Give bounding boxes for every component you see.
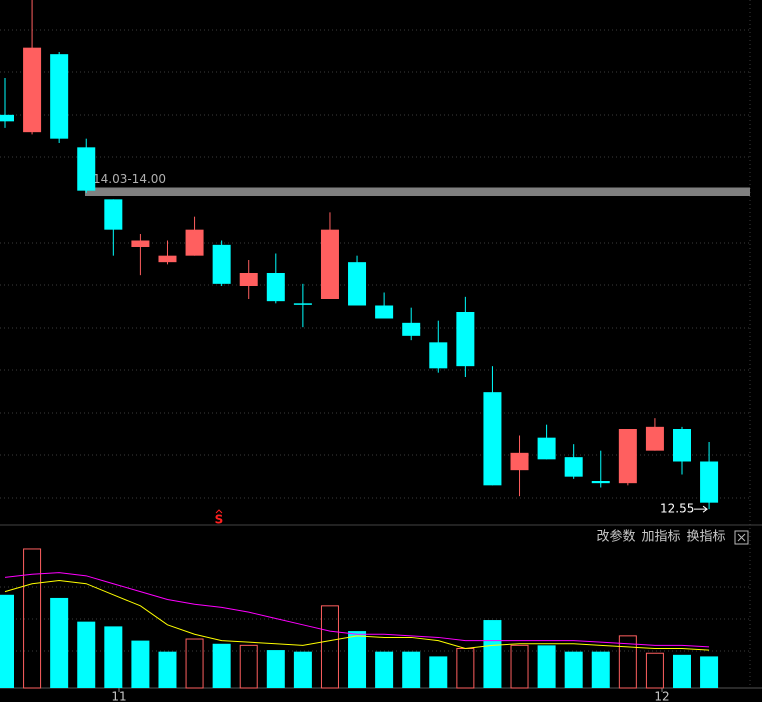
candle-body (77, 147, 96, 191)
x-tick-label: 11 (111, 690, 126, 702)
candle-body (591, 481, 610, 484)
volume-bar (50, 597, 69, 688)
candle-body (348, 262, 367, 306)
candle-body (104, 199, 123, 230)
volume-bar (23, 548, 42, 689)
volume-bar (618, 635, 637, 689)
volume-bar (564, 651, 583, 688)
candle-body (266, 273, 285, 302)
volume-bar (375, 651, 394, 688)
candle-body (320, 229, 339, 299)
candle-body (239, 273, 258, 286)
candle-body (375, 305, 394, 319)
volume-bar (104, 626, 123, 688)
toolbar-button[interactable]: 换指标 (686, 530, 725, 545)
candle-body (212, 244, 231, 284)
volume-bar (645, 652, 664, 689)
volume-bar (266, 650, 285, 688)
moving-average-line (4, 580, 710, 651)
close-button[interactable] (734, 530, 749, 545)
volume-bar (239, 644, 258, 689)
volume-bar (591, 651, 610, 688)
close-box (734, 530, 749, 545)
x-tick-label: 12 (654, 690, 669, 702)
candle-body (700, 461, 719, 503)
candle-body (23, 47, 42, 133)
candle-body (510, 452, 529, 471)
price-grid (0, 0, 751, 688)
candle-body (50, 54, 69, 139)
volume-bar (402, 651, 421, 688)
close-icon (737, 533, 746, 542)
candle-body (131, 240, 150, 247)
candle-body (293, 303, 312, 305)
volume-bar (673, 654, 691, 688)
toolbar-button[interactable]: 加指标 (641, 530, 680, 545)
volume-bar (537, 645, 556, 688)
volume-bar (348, 631, 367, 688)
candle-body (564, 457, 583, 477)
candle-body (673, 429, 691, 462)
toolbar-button[interactable]: 改参数 (596, 529, 635, 545)
candle-body (537, 437, 556, 460)
volume-bar (510, 644, 529, 689)
volume-bar (700, 656, 719, 688)
volume-bar (483, 620, 502, 688)
low-price-arrow (694, 505, 708, 513)
volume-bar (185, 638, 204, 689)
volume-bar (0, 594, 14, 688)
candle-body (645, 426, 664, 451)
volume-bar (293, 651, 312, 688)
low-price-label: 12.55 (660, 502, 694, 516)
candle-body (402, 322, 421, 336)
candle-body (456, 312, 475, 367)
candle-body (158, 255, 177, 263)
volume-bar (158, 651, 177, 688)
moving-average-line (4, 572, 710, 648)
volume-bar (131, 640, 150, 688)
candle-body (0, 114, 14, 122)
signal-marker: S (215, 513, 224, 527)
candle-body (618, 429, 637, 484)
volume-bar (429, 656, 448, 688)
price-band (85, 187, 750, 196)
volume-bar (320, 605, 339, 689)
volume-bar (212, 643, 231, 688)
signal-hat (215, 509, 223, 514)
candle-body (185, 229, 204, 256)
volume-bar (77, 621, 96, 688)
candle-body (429, 342, 448, 369)
candle-body (483, 392, 502, 486)
band-label: 14.03-14.00 (93, 172, 166, 186)
